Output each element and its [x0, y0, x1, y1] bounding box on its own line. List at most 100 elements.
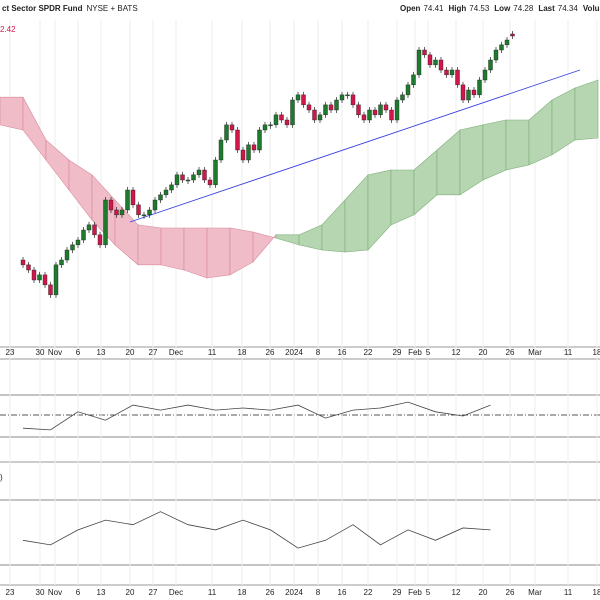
candle — [488, 59, 493, 71]
x-tick-label: Mar — [528, 348, 542, 357]
panel-label: ) — [0, 473, 3, 482]
candle — [42, 274, 48, 286]
candle — [169, 184, 174, 191]
quote-value: 74.41 — [423, 4, 444, 13]
quote-label: High — [448, 4, 466, 13]
candle — [97, 234, 103, 246]
cloud-segment — [206, 227, 231, 279]
candle — [411, 74, 416, 86]
candle — [240, 149, 246, 161]
candle — [37, 274, 42, 281]
trendline — [129, 69, 581, 223]
cloud-segment — [505, 119, 530, 171]
cloud-segment — [298, 224, 323, 251]
x-tick-label: 16 — [338, 348, 347, 357]
candle — [449, 69, 455, 76]
candle — [174, 174, 180, 186]
candle — [405, 84, 411, 96]
x-tick-label: 26 — [506, 588, 515, 597]
candle — [86, 224, 92, 231]
candle — [224, 124, 229, 141]
candle — [416, 49, 422, 76]
cloud-segment — [344, 174, 369, 253]
candle — [158, 194, 163, 201]
candle — [477, 79, 482, 96]
cloud-segment — [0, 96, 24, 131]
candle — [75, 239, 81, 246]
candle — [367, 109, 372, 121]
indicator-line — [22, 401, 491, 431]
candle — [273, 114, 279, 126]
candle — [466, 89, 471, 101]
candle — [136, 204, 141, 216]
quote-value: 74.28 — [513, 4, 534, 13]
quote-label: Last — [538, 4, 555, 13]
x-tick-label: 29 — [393, 348, 402, 357]
candle — [53, 264, 59, 296]
candle — [31, 269, 37, 281]
candle — [422, 49, 427, 56]
candle — [361, 114, 367, 121]
x-tick-label: 30 — [36, 588, 45, 597]
x-tick-label: 26 — [266, 588, 275, 597]
candle — [92, 224, 97, 236]
cloud-segment — [160, 227, 185, 271]
quote-label: Low — [494, 4, 511, 13]
candle — [185, 179, 191, 182]
cloud-segment — [459, 124, 484, 196]
candle — [482, 69, 488, 81]
x-tick-label: 11 — [208, 588, 217, 597]
candle — [389, 109, 394, 121]
candle — [460, 84, 466, 101]
candle — [279, 114, 284, 121]
candle — [213, 159, 218, 186]
candle — [328, 104, 334, 111]
x-tick-label: 18 — [238, 588, 247, 597]
x-tick-label: 27 — [149, 348, 158, 357]
candle — [323, 104, 328, 116]
x-tick-label: 20 — [126, 588, 135, 597]
x-tick-label: 13 — [97, 588, 106, 597]
cloud-segment — [390, 169, 415, 226]
x-tick-label: 2024 — [285, 588, 303, 597]
cloud-segment — [551, 87, 576, 156]
x-tick-label: 20 — [479, 588, 488, 597]
x-tick-label: Dec — [169, 588, 183, 597]
candle — [48, 284, 53, 296]
x-tick-label: Mar — [528, 588, 542, 597]
candle — [163, 189, 169, 196]
candle — [251, 144, 257, 151]
candle — [218, 139, 224, 161]
candle — [191, 174, 196, 181]
candle — [427, 54, 433, 66]
candle — [499, 44, 504, 51]
candle — [246, 144, 251, 161]
overlay-label: 2.42 — [0, 25, 16, 34]
x-tick-label: 6 — [76, 588, 81, 597]
x-tick-label: 11 — [208, 348, 217, 357]
candle — [438, 59, 444, 71]
cloud-segment — [367, 169, 392, 251]
candle — [350, 94, 356, 106]
fund-title: ct Sector SPDR Fund — [2, 4, 83, 13]
x-tick-label: 20 — [479, 348, 488, 357]
x-tick-label: 26 — [266, 348, 275, 357]
candle — [202, 169, 207, 181]
cloud-segment — [183, 227, 208, 279]
candle — [103, 199, 108, 246]
x-tick-label: Feb — [408, 588, 422, 597]
x-tick-label: 5 — [426, 588, 431, 597]
candle — [108, 199, 114, 211]
candle — [141, 214, 147, 217]
candle — [257, 129, 262, 151]
x-tick-label: 6 — [76, 348, 81, 357]
x-tick-label: 2024 — [285, 348, 303, 357]
cloud-segment — [137, 224, 162, 266]
x-tick-label: 22 — [364, 588, 373, 597]
cloud-segment — [22, 97, 47, 161]
candle — [262, 124, 268, 131]
candle — [394, 99, 400, 121]
indicator-line — [22, 511, 491, 549]
candle — [433, 59, 438, 66]
cloud-segment — [436, 129, 461, 196]
